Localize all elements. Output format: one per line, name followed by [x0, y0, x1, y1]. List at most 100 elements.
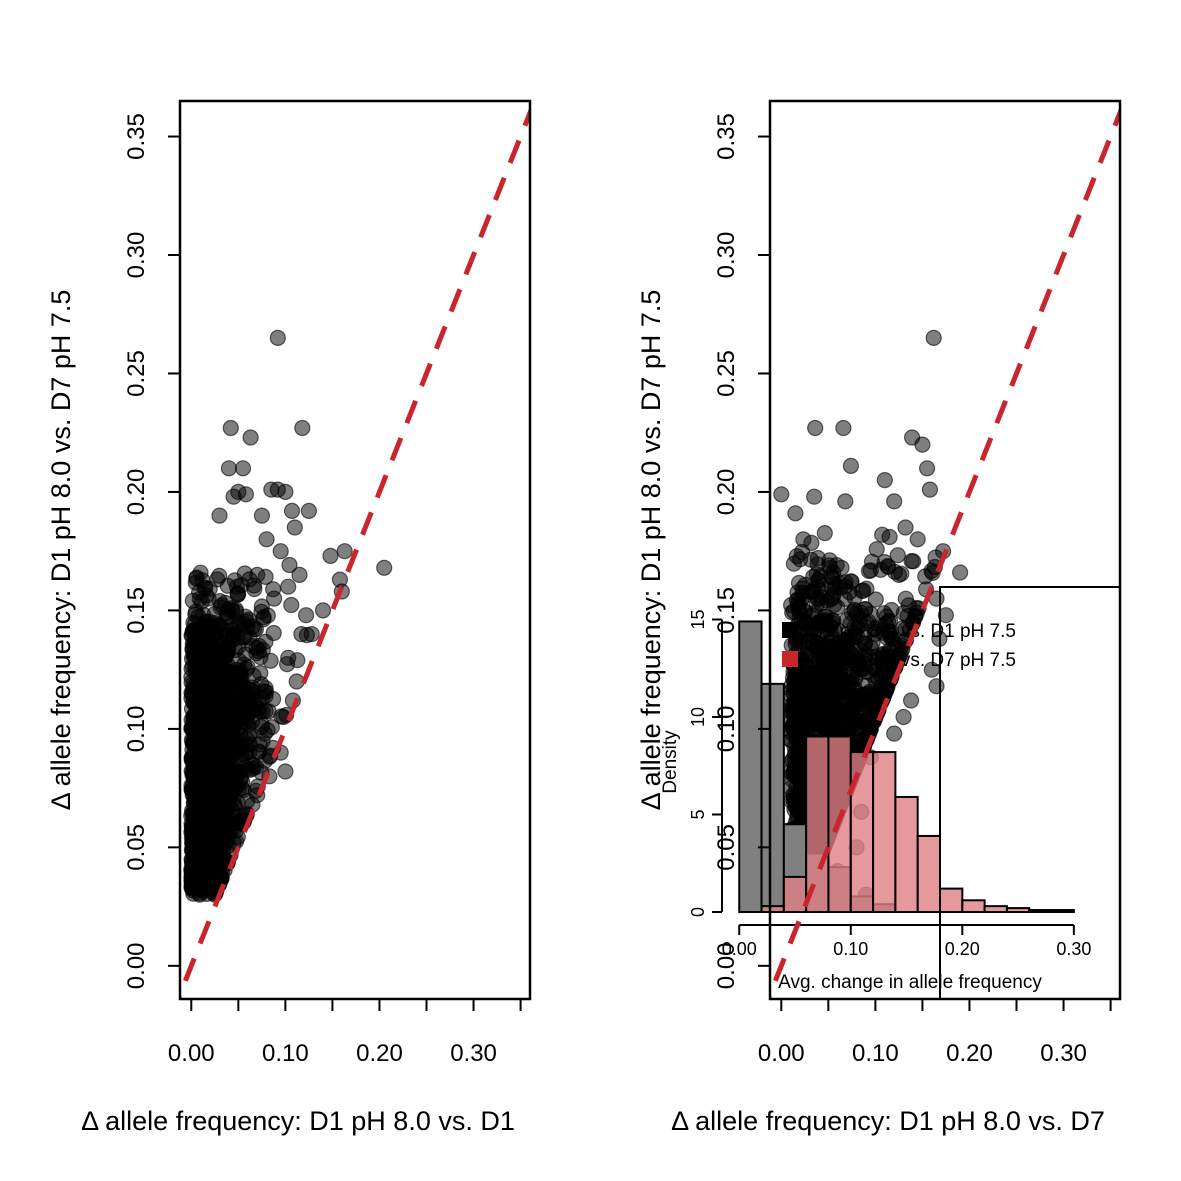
right-data-point — [951, 564, 969, 581]
left-data-point — [249, 566, 266, 584]
histogram-inset: 0.00 0.10 0.20 0.30 Avg. change in allele fr… — [660, 586, 1121, 1000]
left-reference-line — [180, 106, 530, 999]
inset-x-tick-label: 0.30 — [1056, 939, 1091, 959]
right-data-point — [828, 556, 845, 574]
right-data-point — [897, 519, 914, 536]
legend-swatch — [782, 622, 798, 638]
left-data-point — [281, 556, 298, 574]
left-y-tick-label: 0.15 — [123, 587, 150, 634]
right-plot-frame — [768, 99, 1122, 1001]
left-data-point — [263, 719, 280, 736]
left-data-point — [184, 766, 201, 784]
left-x-axis: 0.00 0.10 0.20 0.30 — [168, 999, 522, 1067]
left-data-point — [283, 596, 300, 614]
right-y-tick-label: 0.00 — [713, 942, 740, 989]
left-data-point — [303, 625, 320, 643]
left-x-tick-label: 0.20 — [356, 1040, 403, 1067]
left-data-point — [228, 578, 246, 595]
right-data-point — [937, 607, 955, 624]
left-x-axis-title: Δ allele frequency: D1 pH 8.0 vs. D1 — [81, 1106, 515, 1136]
right-data-point — [888, 637, 906, 655]
right-data-point — [814, 695, 831, 713]
right-data-point — [914, 436, 931, 453]
left-data-point — [237, 486, 254, 503]
right-data-point — [921, 481, 939, 498]
right-data-point — [773, 486, 790, 503]
right-data-point — [925, 329, 942, 346]
right-data-point — [853, 691, 870, 708]
left-data-point — [222, 756, 239, 773]
histogram-bar — [916, 834, 942, 914]
right-y-axis-title: Δ allele frequency: D1 pH 8.0 vs. D7 pH … — [636, 290, 666, 811]
left-data-point — [269, 329, 286, 346]
left-data-point — [214, 821, 231, 839]
inset-y-tick-label: 15 — [688, 609, 708, 629]
left-data-point — [298, 607, 315, 624]
left-data-point — [250, 637, 268, 655]
right-data-point — [881, 528, 898, 546]
left-data-point — [283, 502, 301, 519]
right-y-tick-label: 0.05 — [713, 824, 740, 871]
histogram-bar — [872, 751, 897, 913]
right-data-point — [782, 596, 800, 614]
right-data-point — [799, 633, 816, 650]
left-data-point — [253, 507, 270, 524]
left-data-point — [300, 502, 317, 519]
left-y-tick-label: 0.25 — [123, 350, 150, 397]
right-data-point — [785, 555, 803, 572]
right-data-point — [807, 419, 824, 437]
right-data-point — [848, 605, 866, 623]
left-data-point — [286, 519, 303, 536]
histogram-bar — [760, 905, 785, 914]
right-data-point — [782, 702, 799, 720]
left-data-point — [192, 687, 209, 704]
right-y-axis: 0.00 0.05 0.10 0.15 0.20 0.25 0.30 0.35 — [713, 113, 770, 989]
histogram-bar — [894, 795, 919, 914]
right-data-point — [812, 655, 830, 672]
right-y-tick-label: 0.15 — [713, 587, 740, 634]
histogram-bar — [805, 735, 830, 913]
left-data-point — [314, 602, 332, 619]
left-data-point — [258, 531, 275, 548]
left-plot-frame — [178, 99, 532, 1001]
left-data-point — [184, 858, 202, 875]
histogram-bar — [738, 620, 763, 913]
left-data-point — [265, 690, 282, 708]
left-x-tick-label: 0.00 — [168, 1040, 215, 1067]
right-data-point — [889, 547, 906, 564]
left-data-point — [222, 419, 239, 437]
right-data-point — [835, 419, 852, 437]
right-data-point — [824, 589, 841, 606]
right-data-point — [877, 615, 894, 633]
left-data-point — [206, 701, 223, 718]
left-data-point — [294, 419, 311, 437]
right-data-point — [816, 524, 833, 542]
right-data-point — [846, 625, 863, 643]
right-data-point — [851, 641, 869, 659]
right-y-tick-label: 0.10 — [713, 706, 740, 753]
right-y-tick-label: 0.30 — [713, 232, 740, 279]
left-scatter-panel: 0.00 0.10 0.20 0.30 0.00 0.05 0.10 0.15 0.20 0.2… — [46, 99, 532, 1136]
left-data-point — [187, 844, 204, 861]
left-data-point — [242, 429, 259, 446]
left-y-tick-label: 0.00 — [123, 942, 150, 989]
right-y-tick-label: 0.20 — [713, 469, 740, 516]
left-data-point — [376, 559, 393, 576]
left-y-tick-label: 0.35 — [123, 113, 150, 160]
right-data-point — [837, 493, 854, 510]
right-data-point — [823, 714, 840, 731]
right-data-point — [809, 578, 826, 596]
left-data-point — [225, 834, 242, 851]
right-data-point — [852, 661, 870, 678]
right-data-point — [876, 472, 893, 489]
right-data-point — [842, 457, 860, 474]
inset-x-tick-label: 0.20 — [945, 939, 980, 959]
left-reference-line-layer — [180, 106, 530, 999]
right-data-point — [829, 635, 846, 652]
left-data-point — [205, 622, 223, 640]
left-y-axis: 0.00 0.05 0.10 0.15 0.20 0.25 0.30 0.35 — [123, 113, 180, 989]
left-data-point — [280, 649, 297, 666]
inset-y-axis-title: Density — [660, 730, 681, 794]
left-data-point — [192, 564, 209, 581]
right-data-point — [806, 488, 823, 505]
